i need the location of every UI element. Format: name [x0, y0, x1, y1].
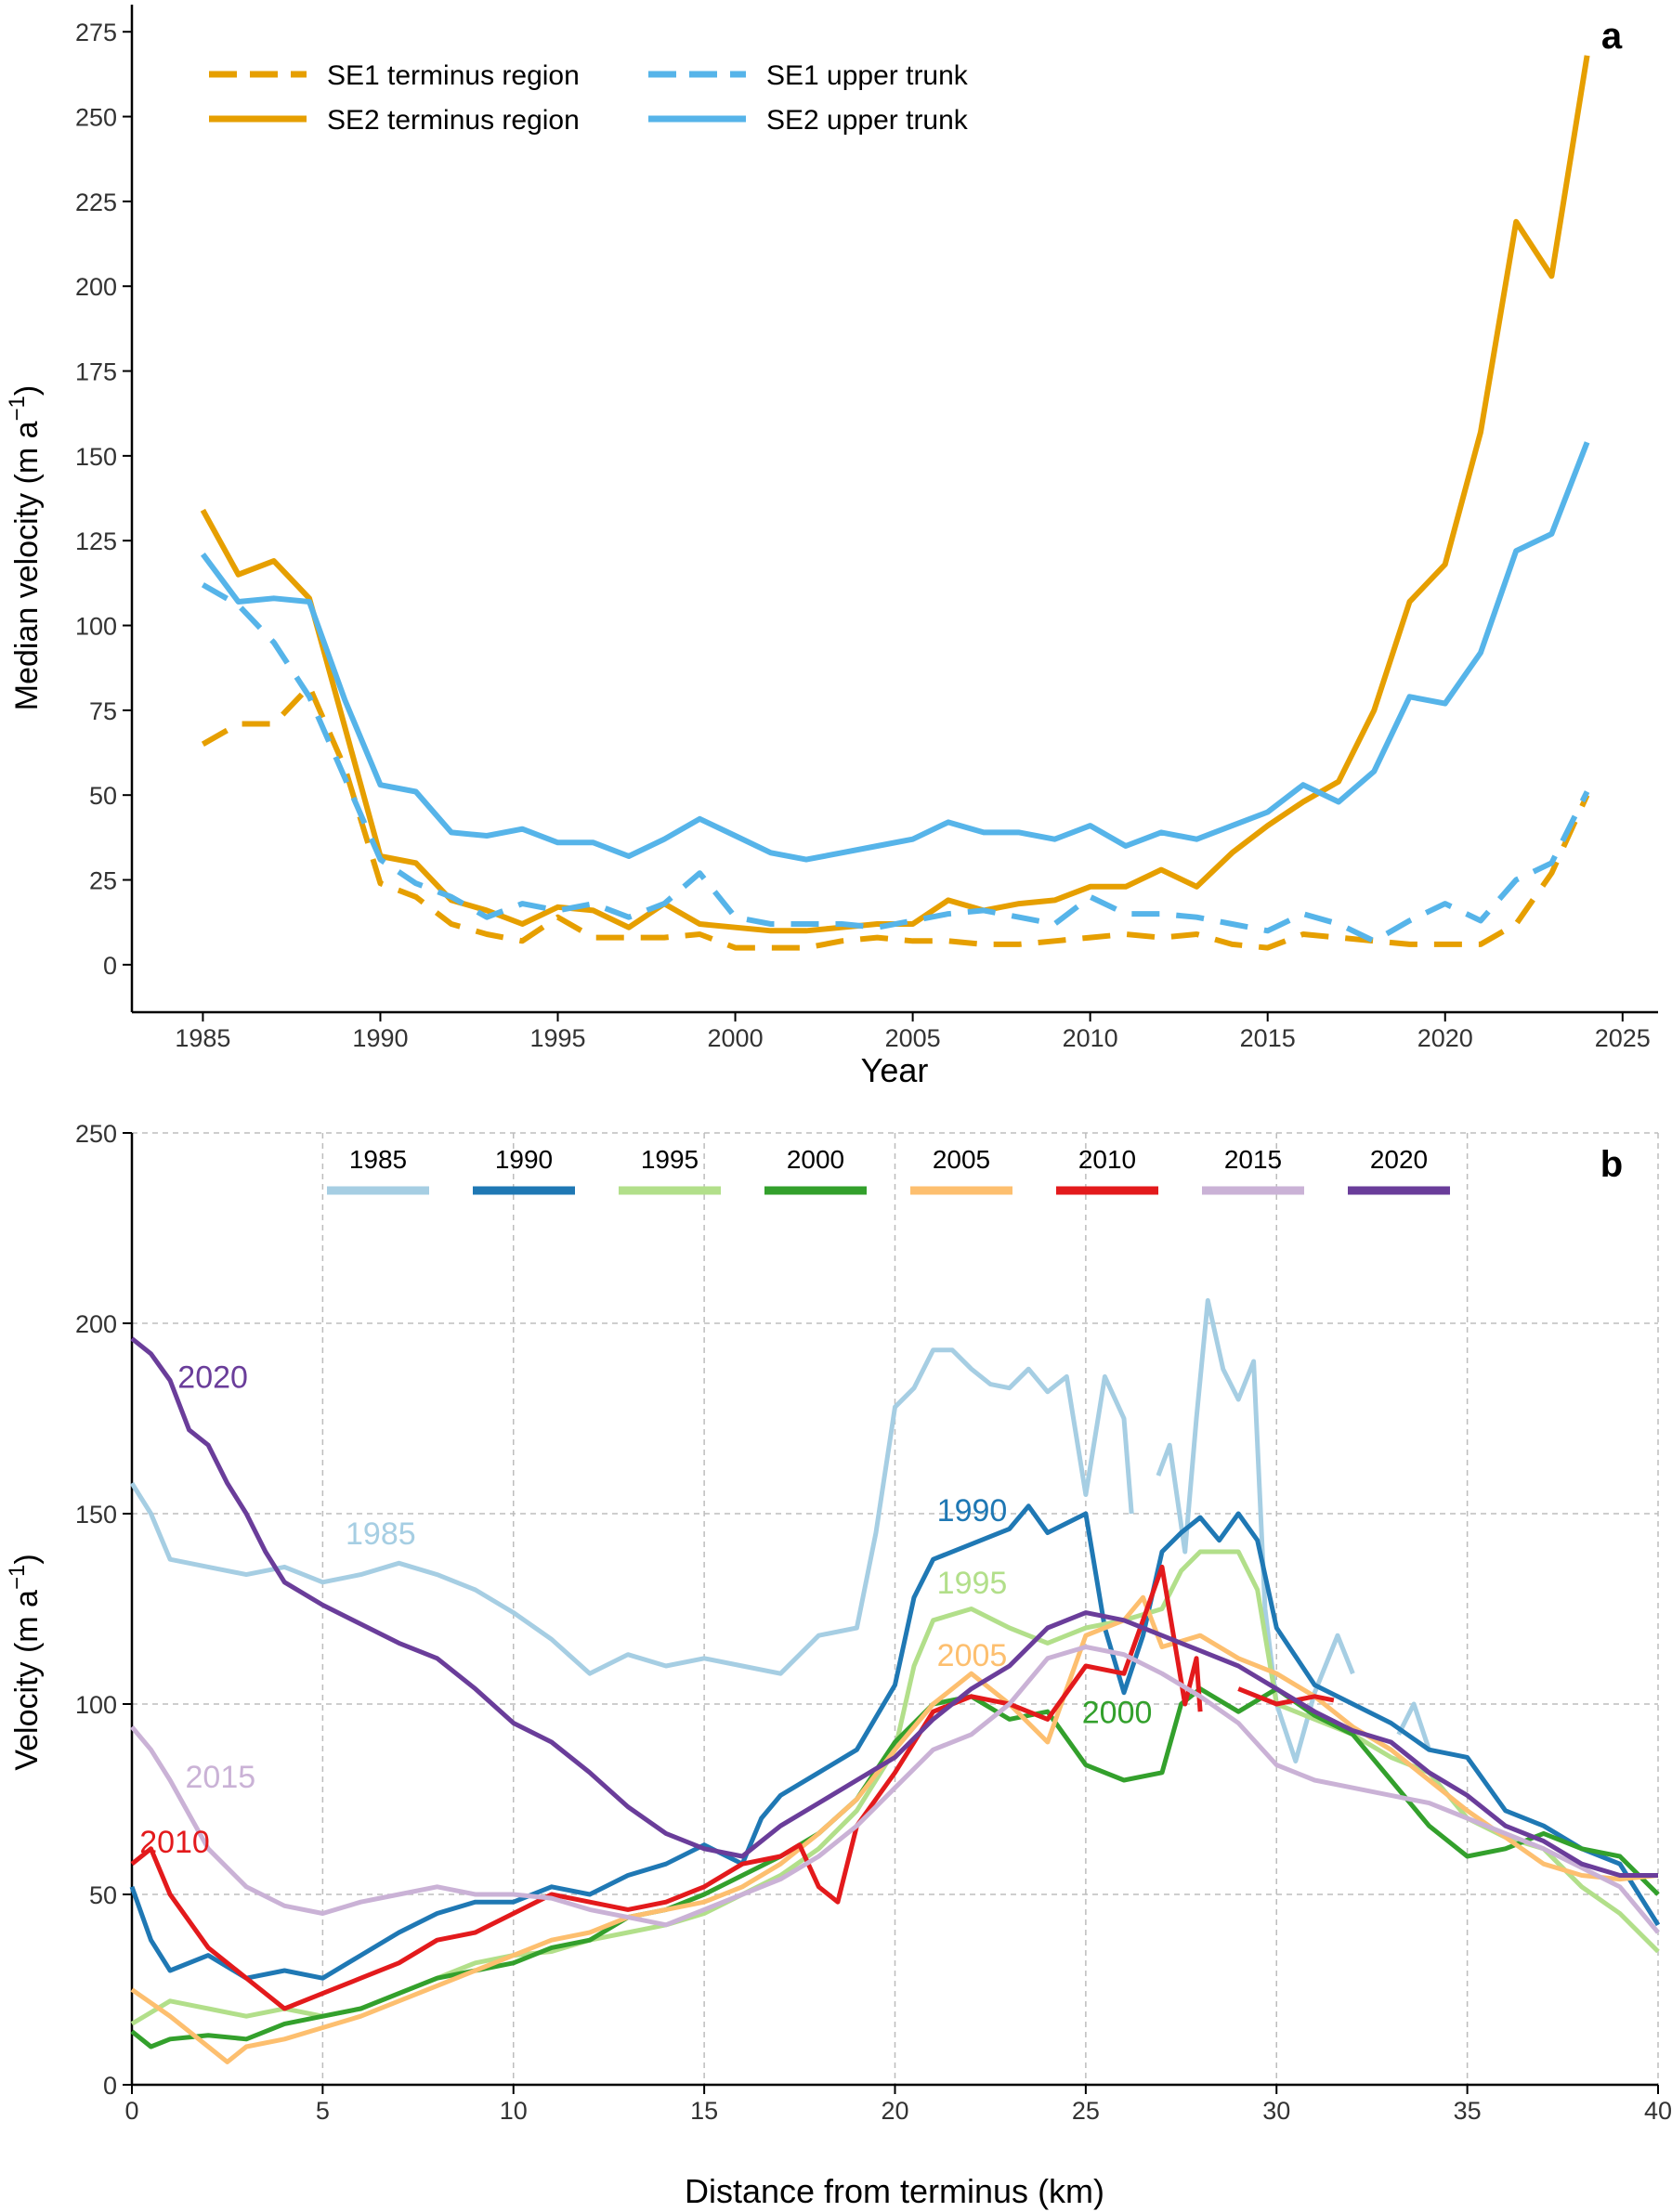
inline-label-1985: 1985: [346, 1516, 416, 1552]
panel-b-x-tick-label-20: 20: [881, 2097, 908, 2125]
panel-b-y-axis-label-main: Velocity (m a: [9, 1590, 45, 1771]
panel-b-axes: 0 5 10 15 20 25 30 35 40 0 50 100 150 200 250: [75, 1120, 1672, 2125]
panel-b-x-tick-label-35: 35: [1454, 2097, 1482, 2125]
panel-b-inline-labels: 1985 1990 1995 2000 2005 2010 2015 2020: [139, 1360, 1152, 1860]
panel-a-x-tick-label-2025: 2025: [1595, 1024, 1651, 1052]
series-line-1990-panel-b: [129, 1503, 1661, 1981]
panel-b-label: b: [1600, 1144, 1623, 1185]
panel-a-x-tick-label-1985: 1985: [175, 1024, 230, 1052]
series-line-2020-panel-b: [130, 1336, 1658, 1878]
panel-b-series: [129, 1297, 1661, 2064]
series-line-se2-upper-trunk: [200, 441, 1590, 863]
panel-a-y-axis-label: Median velocity (m a−1): [5, 385, 45, 710]
panel-a-label: a: [1601, 16, 1623, 57]
legend-label-2000: 2000: [787, 1145, 844, 1174]
panel-a-y-tick-label-25: 25: [89, 867, 117, 895]
panel-a-x-tick-label-2020: 2020: [1417, 1024, 1473, 1052]
legend-label-se1-terminus-region: SE1 terminus region: [327, 60, 580, 91]
panel-a-x-tick-label-2015: 2015: [1240, 1024, 1296, 1052]
panel-b-y-axis-label-close: ): [9, 1554, 45, 1564]
panel-b-x-tick-label-30: 30: [1262, 2097, 1290, 2125]
panel-a-y-tick-label-175: 175: [75, 358, 117, 386]
panel-b-x-axis-label: Distance from terminus (km): [685, 2172, 1104, 2210]
panel-b-x-tick-label-10: 10: [500, 2097, 528, 2125]
inline-label-1995: 1995: [937, 1566, 1008, 1601]
legend-label-1990: 1990: [495, 1145, 553, 1174]
panel-b-x-tick-label-40: 40: [1644, 2097, 1672, 2125]
panel-a-y-axis-label-sup: −1: [5, 396, 30, 421]
panel-a-y-axis-label-main: Median velocity (m a: [9, 421, 45, 710]
legend-label-2010: 2010: [1078, 1145, 1136, 1174]
panel-b-y-tick-label-50: 50: [89, 1881, 117, 1909]
panel-b-x-tick-label-15: 15: [690, 2097, 718, 2125]
panel-a: 1985 1990 1995 2000 2005 2010 2015 2020 2025 0 25 5…: [5, 5, 1658, 1089]
panel-a-x-axis-label: Year: [861, 1051, 929, 1089]
series-line-2000-panel-b: [130, 1686, 1660, 2049]
panel-a-x-tick-label-2000: 2000: [708, 1024, 764, 1052]
panel-a-y-tick-label-250: 250: [75, 104, 117, 132]
panel-a-x-tick-label-1990: 1990: [352, 1024, 408, 1052]
series-line-1985-panel-b: [129, 1297, 1431, 1763]
panel-b-y-axis-label-sup: −1: [5, 1565, 30, 1590]
panel-a-axes: 1985 1990 1995 2000 2005 2010 2015 2020 2025 0 25 5…: [75, 5, 1658, 1052]
inline-label-1990: 1990: [937, 1493, 1008, 1529]
inline-label-2015: 2015: [186, 1760, 256, 1795]
panel-b-x-tick-label-25: 25: [1072, 2097, 1100, 2125]
series-line-se1-upper-trunk: [201, 582, 1590, 944]
series-line-2015-panel-b: [130, 1645, 1660, 1934]
panel-a-series: [200, 55, 1590, 951]
panel-b-y-tick-label-250: 250: [75, 1120, 117, 1148]
panel-a-y-tick-label-125: 125: [75, 527, 117, 555]
panel-a-y-tick-label-75: 75: [89, 697, 117, 725]
legend-label-se1-upper-trunk: SE1 upper trunk: [766, 60, 969, 91]
series-line-se2-terminus-region: [200, 55, 1590, 934]
panel-a-y-tick-label-275: 275: [75, 19, 117, 46]
panel-b-y-axis-label: Velocity (m a−1): [5, 1554, 45, 1770]
panel-b-y-tick-label-0: 0: [103, 2072, 117, 2100]
panel-b-y-tick-label-100: 100: [75, 1691, 117, 1719]
inline-label-2010: 2010: [139, 1825, 210, 1860]
panel-b: 0 5 10 15 20 25 30 35 40 0 50 100 150 200 250 1985 1990…: [5, 1120, 1672, 2210]
panel-b-legend: 1985 1990 1995 2000 2005 2010 2015 2020: [327, 1145, 1450, 1195]
legend-label-2015: 2015: [1224, 1145, 1282, 1174]
panel-b-x-tick-label-0: 0: [124, 2097, 138, 2125]
panel-b-grid: [131, 1132, 1659, 2086]
inline-label-2020: 2020: [177, 1360, 248, 1396]
series-line-se1-terminus-region: [201, 683, 1590, 951]
panel-a-x-tick-label-2005: 2005: [885, 1024, 941, 1052]
series-line-2005-panel-b: [130, 1594, 1659, 2064]
legend-label-se2-terminus-region: SE2 terminus region: [327, 105, 580, 136]
legend-label-se2-upper-trunk: SE2 upper trunk: [766, 105, 969, 136]
panel-a-y-axis-label-close: ): [9, 385, 45, 396]
legend-label-2020: 2020: [1370, 1145, 1428, 1174]
panel-a-y-tick-label-200: 200: [75, 273, 117, 301]
panel-a-legend: SE1 terminus region SE1 upper trunk SE2 te…: [209, 60, 969, 136]
panel-a-y-tick-label-50: 50: [89, 782, 117, 810]
legend-label-1985: 1985: [349, 1145, 407, 1174]
legend-label-2005: 2005: [933, 1145, 990, 1174]
panel-a-y-tick-label-100: 100: [75, 613, 117, 641]
panel-b-x-tick-label-5: 5: [316, 2097, 330, 2125]
inline-label-2005: 2005: [937, 1638, 1008, 1673]
inline-label-2000: 2000: [1082, 1696, 1153, 1731]
panel-a-y-tick-label-225: 225: [75, 189, 117, 216]
panel-a-x-tick-label-2010: 2010: [1063, 1024, 1118, 1052]
panel-b-y-tick-label-200: 200: [75, 1310, 117, 1338]
panel-a-y-tick-label-150: 150: [75, 443, 117, 471]
panel-b-y-tick-label-150: 150: [75, 1501, 117, 1529]
legend-label-1995: 1995: [641, 1145, 699, 1174]
panel-a-x-tick-label-1995: 1995: [529, 1024, 585, 1052]
panel-a-y-tick-label-0: 0: [103, 952, 117, 980]
